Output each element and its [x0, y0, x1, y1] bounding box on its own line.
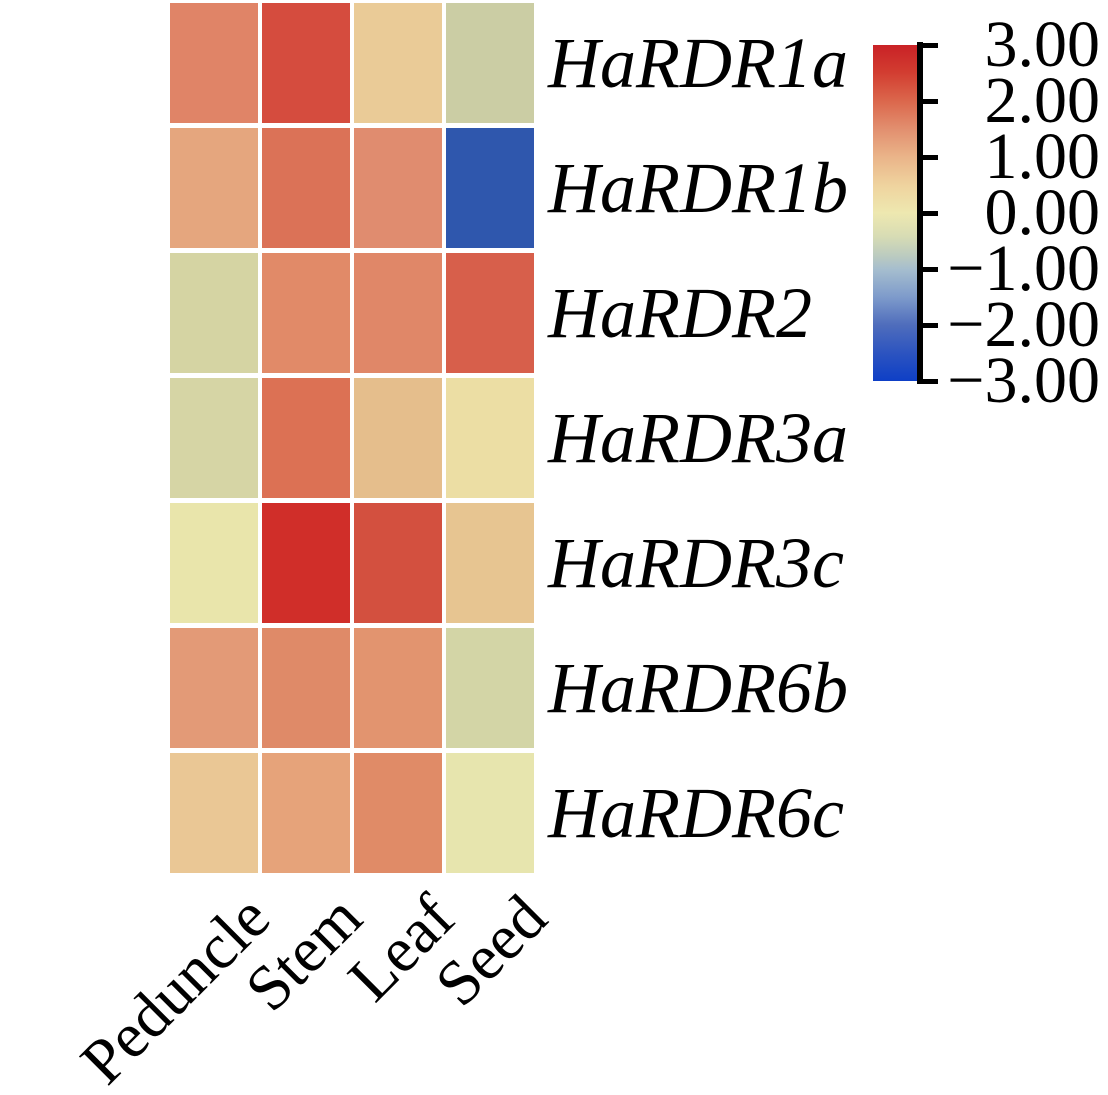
colorbar-tick [921, 43, 938, 48]
heatmap-cell-HaRDR6b-Peduncle [170, 628, 258, 748]
heatmap-cell-HaRDR3a-Peduncle [170, 378, 258, 498]
heatmap-grid [170, 3, 534, 873]
heatmap-cell-HaRDR2-Stem [262, 253, 350, 373]
heatmap-cell-HaRDR3a-Seed [446, 378, 534, 498]
colorbar-tick-label-0.00: 0.00 [984, 176, 1101, 249]
heatmap-cell-HaRDR2-Peduncle [170, 253, 258, 373]
colorbar: 3.00 2.00 1.00 0.00 −1.00 −2.00 −3.00 [0, 0, 1108, 420]
heatmap-cell-HaRDR1a-Peduncle [170, 3, 258, 123]
colorbar-tick-label-−3.00: −3.00 [947, 344, 1100, 417]
heatmap-cell-HaRDR3a-Leaf [354, 378, 442, 498]
heatmap-cell-HaRDR1b-Seed [446, 128, 534, 248]
colorbar-tick [921, 211, 938, 216]
gene-label-HaRDR3c: HaRDR3c [548, 523, 844, 603]
heatmap-cell-HaRDR3c-Peduncle [170, 503, 258, 623]
heatmap-cell-HaRDR6c-Leaf [354, 753, 442, 873]
heatmap-cell-HaRDR1a-Stem [262, 3, 350, 123]
heatmap-cell-HaRDR6b-Leaf [354, 628, 442, 748]
colorbar-gradient [873, 45, 918, 381]
heatmap-cell-HaRDR6b-Seed [446, 628, 534, 748]
tissue-label-Seed: Seed [421, 881, 560, 1020]
heatmap-cell-HaRDR6c-Peduncle [170, 753, 258, 873]
colorbar-axis-spine [917, 42, 923, 384]
colorbar-tick-label-−1.00: −1.00 [947, 232, 1100, 305]
colorbar-tick [921, 267, 938, 272]
colorbar-tick-label-2.00: 2.00 [984, 64, 1101, 137]
heatmap-cell-HaRDR6b-Stem [262, 628, 350, 748]
gene-label-HaRDR6b: HaRDR6b [548, 648, 848, 728]
heatmap-cell-HaRDR3c-Leaf [354, 503, 442, 623]
heatmap-cell-HaRDR1b-Stem [262, 128, 350, 248]
heatmap-cell-HaRDR1a-Seed [446, 3, 534, 123]
colorbar-tick [921, 323, 938, 328]
heatmap-cell-HaRDR1b-Leaf [354, 128, 442, 248]
gene-label-HaRDR2: HaRDR2 [548, 273, 812, 353]
colorbar-tick [921, 99, 938, 104]
heatmap-cell-HaRDR2-Seed [446, 253, 534, 373]
gene-label-HaRDR1b: HaRDR1b [548, 148, 848, 228]
heatmap-cell-HaRDR3c-Seed [446, 503, 534, 623]
gene-label-HaRDR3a: HaRDR3a [548, 398, 848, 478]
heatmap-cell-HaRDR3c-Stem [262, 503, 350, 623]
colorbar-tick-label-−2.00: −2.00 [947, 288, 1100, 361]
colorbar-tick [921, 379, 938, 384]
heatmap-cell-HaRDR6c-Stem [262, 753, 350, 873]
colorbar-tick-label-3.00: 3.00 [984, 8, 1101, 81]
heatmap-cell-HaRDR1a-Leaf [354, 3, 442, 123]
heatmap-cell-HaRDR2-Leaf [354, 253, 442, 373]
heatmap-cell-HaRDR3a-Stem [262, 378, 350, 498]
colorbar-tick [921, 155, 938, 160]
gene-label-HaRDR1a: HaRDR1a [548, 23, 848, 103]
colorbar-tick-label-1.00: 1.00 [984, 120, 1101, 193]
gene-label-HaRDR6c: HaRDR6c [548, 773, 844, 853]
heatmap-cell-HaRDR1b-Peduncle [170, 128, 258, 248]
heatmap-cell-HaRDR6c-Seed [446, 753, 534, 873]
